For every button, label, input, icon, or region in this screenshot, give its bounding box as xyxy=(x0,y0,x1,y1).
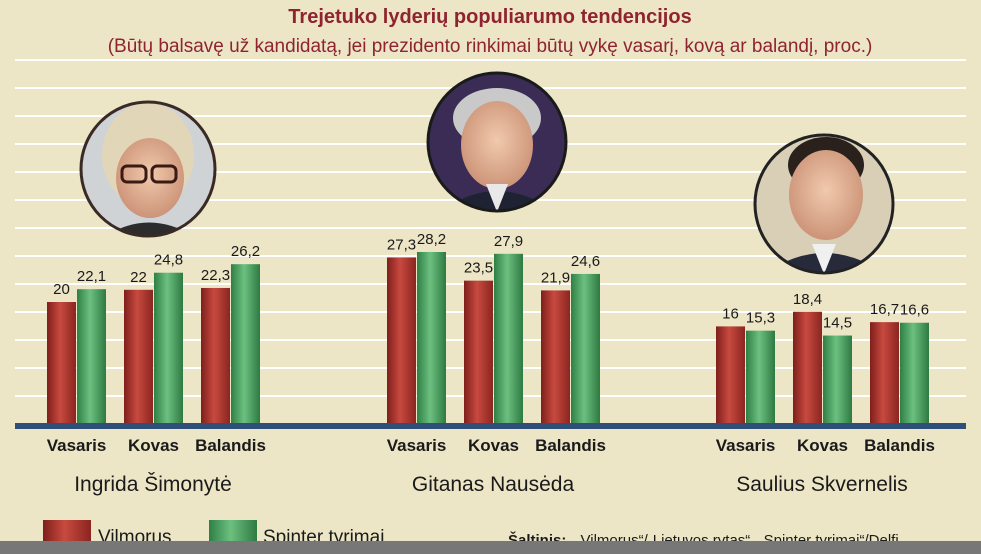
bar-vilmorus-gitanas-balandis xyxy=(541,290,570,424)
bar-spinter-tyrimai-gitanas-vasaris xyxy=(417,251,446,424)
month-label: Kovas xyxy=(468,436,519,455)
value-label: 24,8 xyxy=(154,252,183,269)
value-label: 23,5 xyxy=(464,260,493,277)
bar-spinter-tyrimai-ingrida-kovas xyxy=(154,272,183,424)
bar-vilmorus-ingrida-balandis xyxy=(201,287,230,424)
bars xyxy=(47,251,929,424)
value-label: 27,3 xyxy=(387,236,416,253)
value-label: 22,3 xyxy=(201,267,230,284)
month-label: Vasaris xyxy=(387,436,447,455)
bar-spinter-tyrimai-saulius-vasaris xyxy=(746,330,775,424)
value-label: 16 xyxy=(722,305,739,322)
value-label: 24,6 xyxy=(571,253,600,270)
value-label: 22,1 xyxy=(77,268,106,285)
bar-vilmorus-ingrida-kovas xyxy=(124,289,153,424)
month-label: Balandis xyxy=(195,436,266,455)
bar-spinter-tyrimai-gitanas-balandis xyxy=(571,273,600,424)
bar-spinter-tyrimai-saulius-kovas xyxy=(823,335,852,424)
value-label: 15,3 xyxy=(746,310,775,327)
chart-subtitle: (Būtų balsavę už kandidatą, jei preziden… xyxy=(108,36,873,57)
month-label: Balandis xyxy=(864,436,935,455)
value-label: 21,9 xyxy=(541,269,570,286)
bar-vilmorus-saulius-kovas xyxy=(793,311,822,424)
bar-vilmorus-ingrida-vasaris xyxy=(47,302,76,424)
value-label: 27,9 xyxy=(494,233,523,250)
bar-spinter-tyrimai-ingrida-balandis xyxy=(231,264,260,424)
value-label: 16,6 xyxy=(900,302,929,319)
candidate-label: Ingrida Šimonytė xyxy=(74,473,232,496)
value-label: 26,2 xyxy=(231,243,260,260)
bar-vilmorus-saulius-vasaris xyxy=(716,326,745,424)
month-label: Kovas xyxy=(128,436,179,455)
bar-vilmorus-gitanas-kovas xyxy=(464,280,493,424)
month-labels: Vasaris Kovas Balandis Vasaris Kovas Balandis… xyxy=(47,436,935,455)
bar-vilmorus-gitanas-vasaris xyxy=(387,257,416,424)
bar-spinter-tyrimai-gitanas-kovas xyxy=(494,253,523,424)
bar-spinter-tyrimai-saulius-balandis xyxy=(900,322,929,424)
portrait-ingrida-simonyte xyxy=(79,100,217,238)
month-label: Vasaris xyxy=(716,436,776,455)
value-labels: 20 22,1 22 24,8 22,326,2 27,3 28,2 23,527,9 21,9… xyxy=(53,231,929,332)
month-label: Balandis xyxy=(535,436,606,455)
portrait-gitanas-nauseda xyxy=(426,71,568,213)
bar-spinter-tyrimai-ingrida-vasaris xyxy=(77,289,106,424)
chart-title: Trejetuko lyderių populiarumo tendencijo… xyxy=(288,6,691,28)
candidate-label: Gitanas Nausėda xyxy=(412,473,575,496)
value-label: 22 xyxy=(130,269,147,286)
month-label: Kovas xyxy=(797,436,848,455)
value-label: 14,5 xyxy=(823,315,852,332)
value-label: 16,7 xyxy=(870,301,899,318)
value-label: 28,2 xyxy=(417,231,446,248)
value-label: 20 xyxy=(53,281,70,298)
portrait-saulius-skvernelis xyxy=(753,133,895,275)
month-label: Vasaris xyxy=(47,436,107,455)
value-label: 18,4 xyxy=(793,291,822,308)
bar-vilmorus-saulius-balandis xyxy=(870,322,899,424)
candidate-labels: Ingrida Šimonytė Gitanas Nausėda Saulius S… xyxy=(74,473,908,496)
bottom-strip xyxy=(0,541,981,554)
candidate-label: Saulius Skvernelis xyxy=(736,473,908,496)
